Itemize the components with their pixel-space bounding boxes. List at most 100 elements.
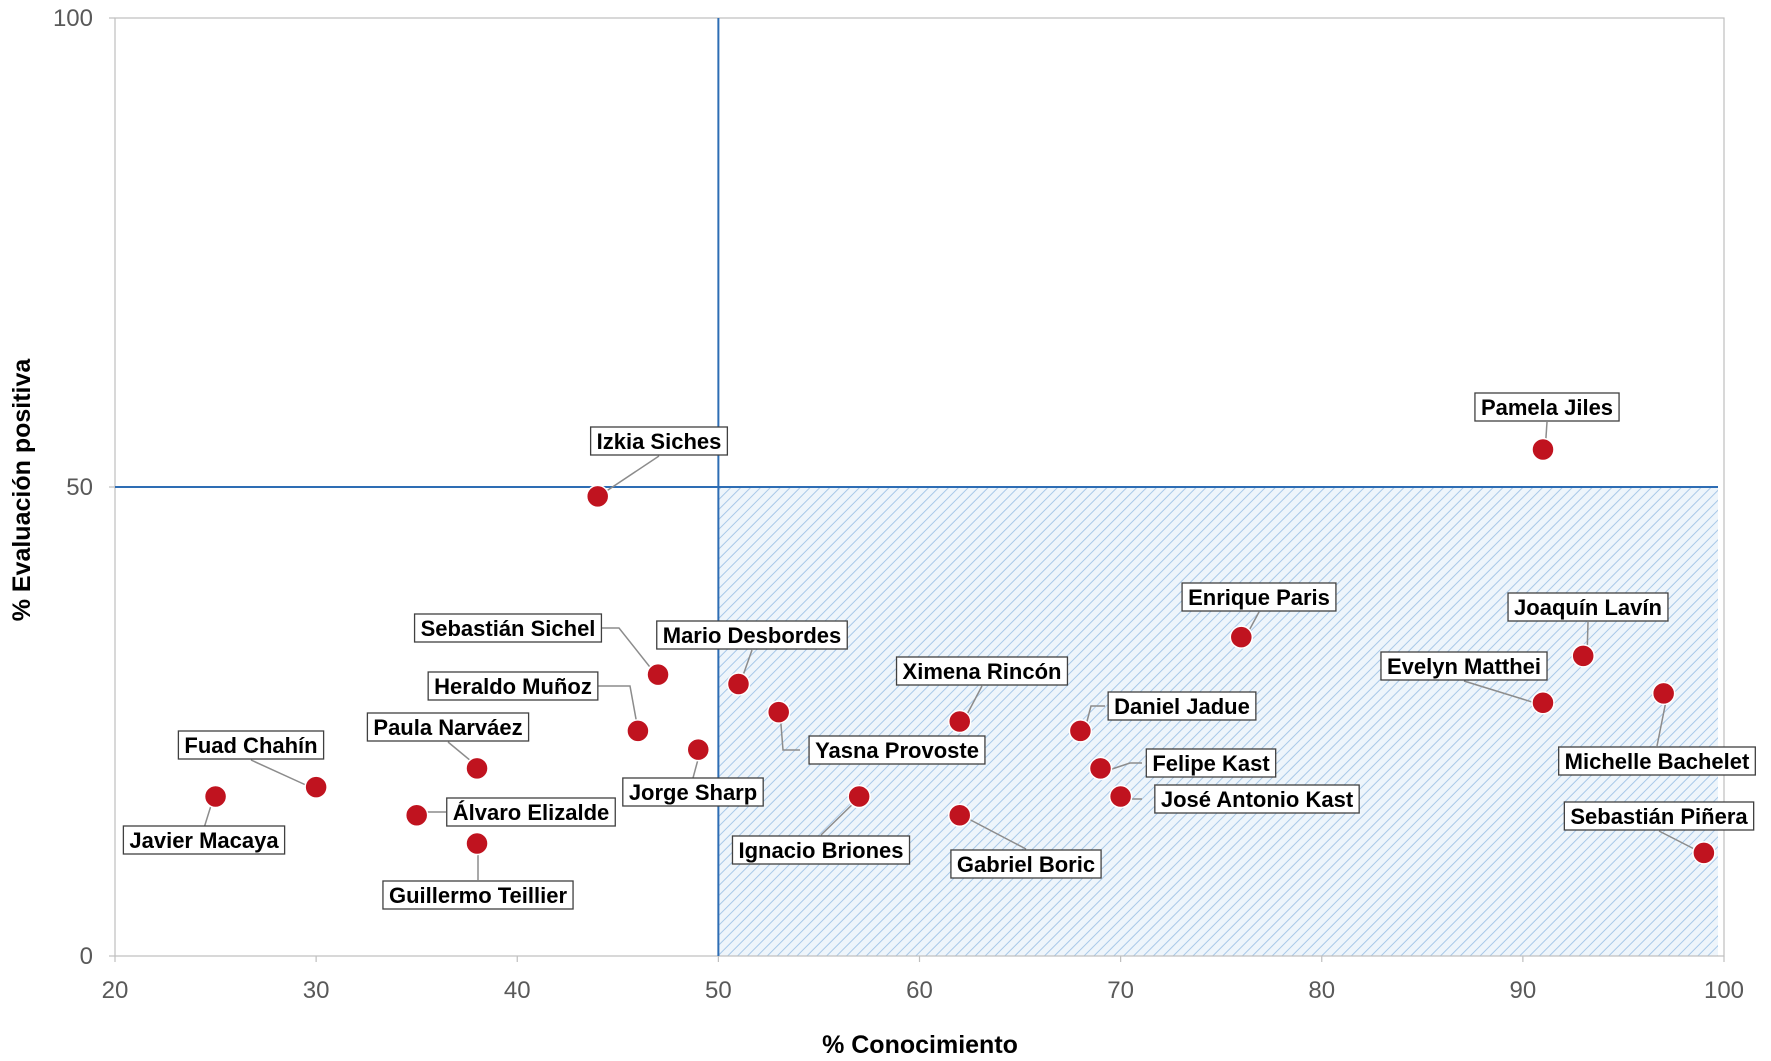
data-point	[465, 756, 489, 781]
data-point	[1088, 756, 1113, 781]
point-label: Álvaro Elizalde	[446, 797, 616, 827]
point-label: Evelyn Matthei	[1380, 651, 1548, 681]
point-label: José Antonio Kast	[1154, 784, 1360, 814]
label-box	[177, 730, 325, 760]
x-tick-label: 20	[102, 977, 129, 1004]
data-point	[1651, 681, 1676, 706]
data-point	[1531, 437, 1555, 462]
point-label: Paula Narváez	[366, 712, 530, 742]
data-point	[847, 784, 871, 809]
x-tick-label: 60	[906, 977, 933, 1004]
y-axis-ticks: 0 50 100	[53, 5, 115, 970]
data-point	[947, 709, 972, 734]
y-axis-title: % Evaluación positiva	[8, 358, 36, 622]
label-box	[1145, 748, 1277, 778]
data-point	[686, 737, 711, 762]
point-label: Mario Desbordes	[656, 620, 848, 650]
point-label: Sebastián Sichel	[413, 613, 603, 643]
point-labels: Fuad Chahín Javier Macaya Paula Narváez Álv…	[122, 392, 1756, 910]
data-point	[404, 803, 429, 828]
y-tick-label: 0	[80, 943, 93, 970]
leader-line	[598, 455, 660, 497]
point-label-text: Joaquín Lavín	[1514, 595, 1662, 620]
point-label-text: Mario Desbordes	[663, 623, 842, 648]
point-label: Ximena Rincón	[895, 656, 1069, 686]
point-label: Jorge Sharp	[622, 777, 764, 807]
point-label-text: Felipe Kast	[1152, 751, 1270, 776]
data-point	[1531, 690, 1555, 715]
label-box	[122, 825, 286, 855]
data-point	[646, 662, 670, 687]
point-label-text: Sebastián Sichel	[421, 616, 596, 641]
x-tick-label: 50	[705, 977, 732, 1004]
label-box	[808, 735, 986, 765]
point-label-text: Álvaro Elizalde	[453, 800, 610, 825]
point-label-text: Guillermo Teillier	[389, 883, 568, 908]
data-point	[947, 803, 972, 828]
data-point	[585, 484, 610, 509]
point-label: Gabriel Boric	[950, 849, 1102, 879]
label-box	[1507, 592, 1669, 622]
x-tick-label: 80	[1308, 977, 1335, 1004]
point-label-text: Paula Narváez	[373, 715, 522, 740]
label-box	[413, 613, 603, 643]
label-box	[1154, 784, 1360, 814]
x-axis-title: % Conocimiento	[822, 1031, 1018, 1059]
point-label: Pamela Jiles	[1474, 392, 1620, 422]
label-box	[622, 777, 764, 807]
point-label: Fuad Chahín	[177, 730, 325, 760]
point-label-text: Ximena Rincón	[903, 659, 1062, 684]
data-point	[1108, 784, 1133, 809]
y-tick-label: 50	[66, 474, 93, 501]
point-label-text: Yasna Provoste	[815, 738, 979, 763]
label-box	[950, 849, 1102, 879]
highlighted-quadrant	[718, 487, 1718, 956]
data-point	[203, 784, 228, 809]
x-axis-ticks: 20 30 40 50 60 70 80 90 100	[102, 956, 1744, 1004]
point-label: Daniel Jadue	[1107, 691, 1257, 721]
label-box	[656, 620, 848, 650]
leader-line	[779, 711, 800, 751]
point-label-text: Heraldo Muñoz	[434, 674, 592, 699]
data-point	[1068, 719, 1093, 743]
x-tick-label: 40	[504, 977, 531, 1004]
data-point	[1692, 841, 1716, 865]
point-label-text: Pamela Jiles	[1481, 395, 1613, 420]
x-tick-label: 100	[1704, 977, 1744, 1004]
point-label-text: José Antonio Kast	[1161, 787, 1354, 812]
label-box	[446, 797, 616, 827]
point-label-text: Jorge Sharp	[629, 780, 757, 805]
label-box	[1474, 392, 1620, 422]
x-tick-label: 30	[303, 977, 330, 1004]
leader-line	[962, 815, 1027, 850]
point-label: Enrique Paris	[1181, 582, 1337, 612]
data-point	[1571, 644, 1595, 668]
label-box	[1181, 582, 1337, 612]
data-point	[465, 831, 489, 856]
y-tick-label: 100	[53, 5, 93, 32]
point-label-text: Daniel Jadue	[1114, 694, 1250, 719]
point-label: Yasna Provoste	[808, 735, 986, 765]
data-point	[1229, 625, 1254, 649]
label-box	[427, 671, 599, 701]
data-point	[304, 775, 328, 799]
data-point	[766, 700, 791, 724]
point-label: Guillermo Teillier	[382, 880, 574, 910]
leader-line	[250, 759, 309, 787]
point-label-text: Evelyn Matthei	[1387, 654, 1541, 679]
point-label-text: Izkia Siches	[597, 429, 722, 454]
point-label-text: Enrique Paris	[1188, 585, 1330, 610]
label-box	[589, 426, 729, 456]
point-label-text: Ignacio Briones	[738, 838, 903, 863]
point-label: Heraldo Muñoz	[427, 671, 599, 701]
label-box	[366, 712, 530, 742]
point-label: Ignacio Briones	[731, 835, 911, 865]
label-box	[1380, 651, 1548, 681]
point-label: Felipe Kast	[1145, 748, 1277, 778]
point-label-text: Sebastián Piñera	[1570, 804, 1748, 829]
point-label: Javier Macaya	[122, 825, 286, 855]
point-label: Michelle Bachelet	[1558, 746, 1756, 776]
point-label-text: Gabriel Boric	[957, 852, 1095, 877]
label-box	[1558, 746, 1756, 776]
